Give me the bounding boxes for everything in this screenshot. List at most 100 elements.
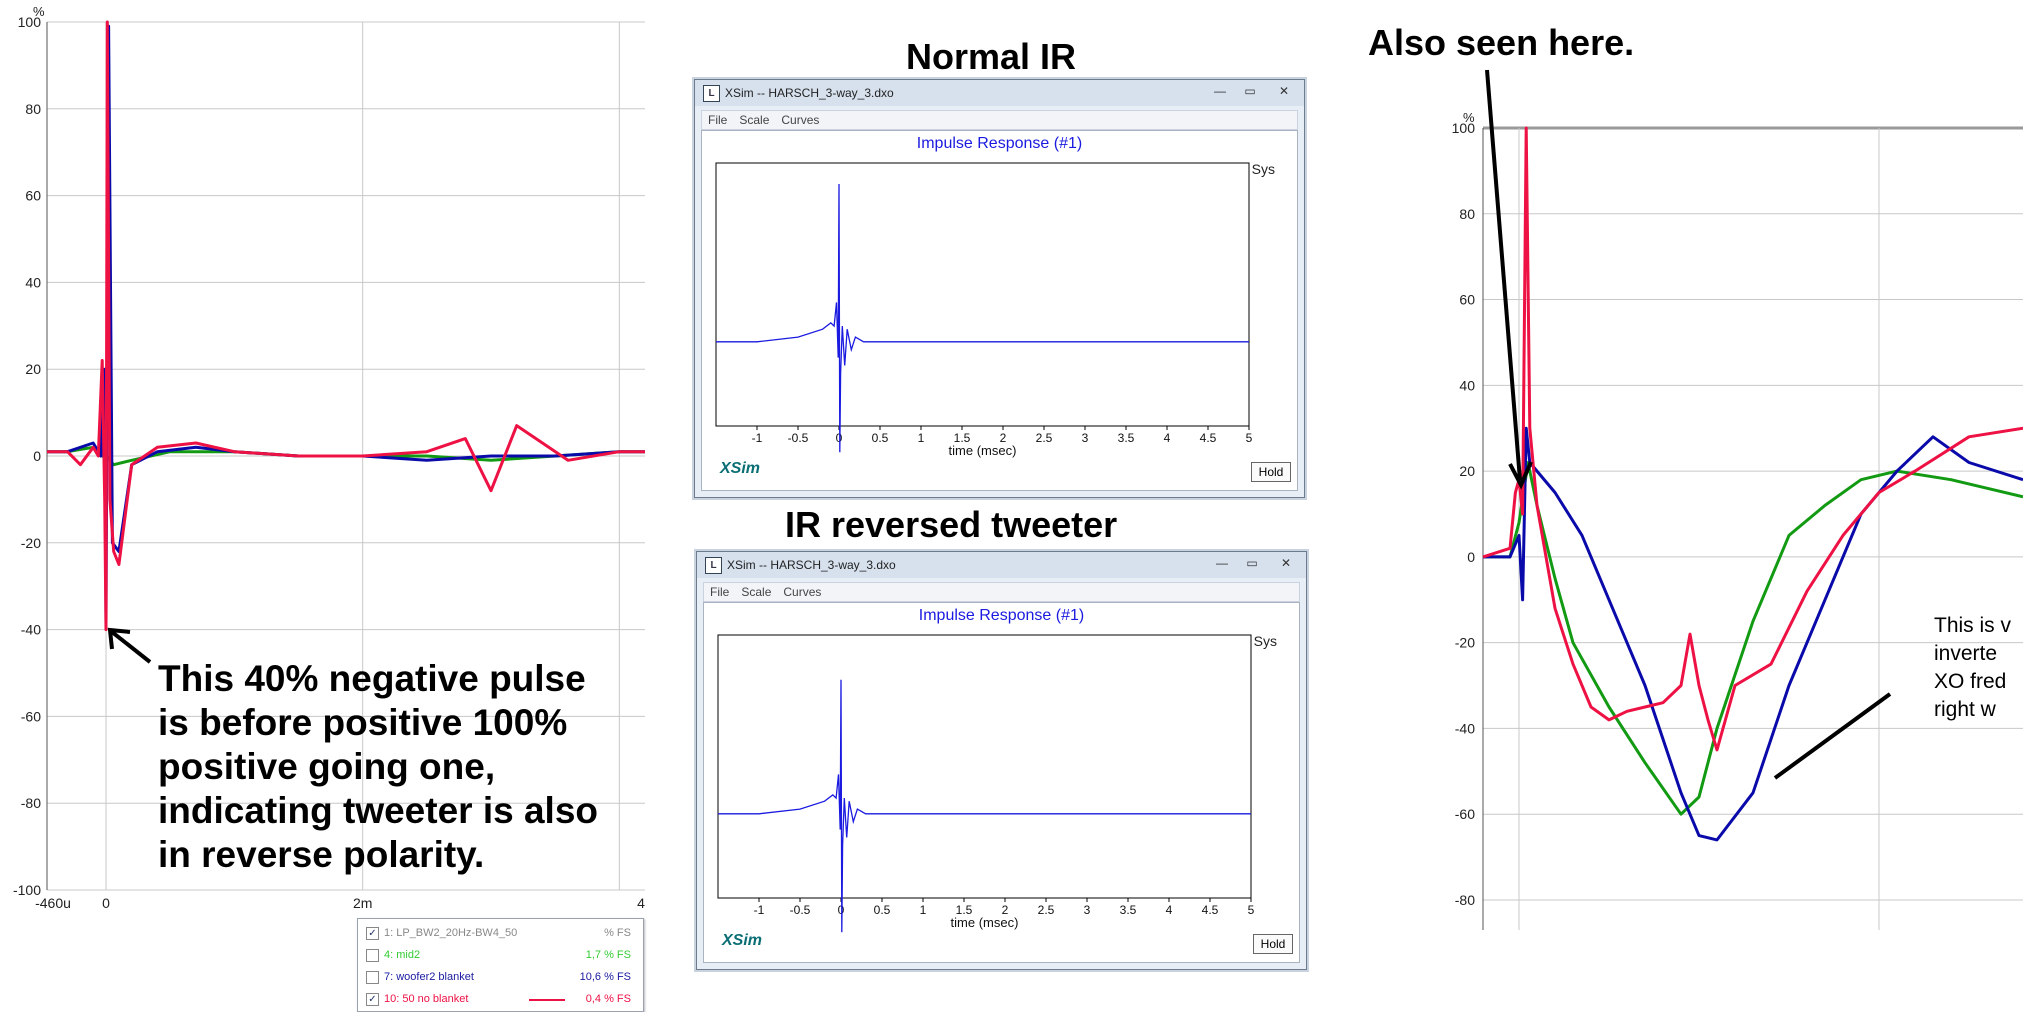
x-tick-label: -0.5	[790, 903, 811, 917]
legend-value: 1,7 % FS	[585, 949, 631, 961]
x-axis-label: time (msec)	[949, 443, 1017, 458]
left-annotation-line: positive going one,	[158, 746, 496, 787]
plot-area: Impulse Response (#1) Sys -1 -0.5 0 0.5 1 1.5…	[701, 130, 1298, 491]
minimize-icon[interactable]: —	[1216, 556, 1228, 570]
x-tick-label: -1	[752, 431, 763, 445]
menu-scale[interactable]: Scale	[739, 113, 770, 127]
plot-title: Impulse Response (#1)	[918, 607, 1085, 624]
legend-row[interactable]: 7: woofer2 blanket 10,6 % FS	[364, 968, 637, 986]
right-annotation-line: This is v	[1934, 614, 2012, 637]
left-annotation-line: This 40% negative pulse	[158, 658, 586, 699]
x-tick-label: 3	[1084, 903, 1091, 917]
x-tick-label: 2	[1000, 431, 1007, 445]
x-tick-label: 1	[918, 431, 925, 445]
xsim-window-normal[interactable]: L XSim -- HARSCH_3-way_3.dxo — ▭ ✕ File S…	[694, 79, 1305, 498]
title-bar[interactable]: L XSim -- HARSCH_3-way_3.dxo — ▭ ✕	[697, 552, 1306, 578]
legend-value: 10,6 % FS	[579, 971, 631, 983]
left-annotation-line: in reverse polarity.	[158, 834, 485, 875]
plot-frame	[715, 162, 1250, 427]
series-line-red	[1482, 126, 2023, 752]
close-icon[interactable]: ✕	[1280, 556, 1292, 570]
xsim-window-reversed[interactable]: L XSim -- HARSCH_3-way_3.dxo — ▭ ✕ File S…	[696, 551, 1307, 970]
menu-file[interactable]: File	[710, 585, 730, 599]
legend-checkbox[interactable]: ✓	[366, 927, 379, 940]
y-tick-label: -40	[1455, 720, 1475, 736]
legend-checkbox[interactable]	[366, 971, 379, 984]
plot-area: Impulse Response (#1) Sys -1 -0.5 0 0.5 1 1.5…	[703, 602, 1300, 963]
menu-curves[interactable]: Curves	[783, 585, 822, 599]
x-tick-label: 1	[920, 903, 927, 917]
legend-label: 10: 50 no blanket	[384, 993, 469, 1005]
x-axis-label: time (msec)	[951, 915, 1019, 930]
menu-scale[interactable]: Scale	[741, 585, 772, 599]
heading-ir-reversed: IR reversed tweeter	[785, 504, 1118, 545]
x-tick-label: 1.5	[954, 431, 971, 445]
y-tick-label: -20	[1455, 635, 1475, 651]
y-tick-label: 0	[1467, 549, 1475, 565]
y-tick-label: -80	[1455, 892, 1475, 908]
y-tick-label: 20	[25, 361, 41, 377]
close-icon[interactable]: ✕	[1278, 84, 1290, 98]
xsim-brand: XSim	[720, 460, 761, 477]
legend-value: 0,4 % FS	[585, 993, 631, 1005]
minimize-icon[interactable]: —	[1214, 84, 1226, 98]
x-tick-label: 3.5	[1120, 903, 1137, 917]
x-tick-label: 2	[1002, 903, 1009, 917]
right-annotation-line: XO fred	[1934, 670, 2007, 693]
series-line-sys	[718, 679, 1251, 933]
legend-row[interactable]: ✓ 10: 50 no blanket 0,4 % FS	[364, 990, 637, 1008]
y-tick-label: 0	[33, 448, 41, 464]
legend-checkbox[interactable]: ✓	[366, 993, 379, 1006]
x-tick-label: -0.5	[788, 431, 809, 445]
maximize-icon[interactable]: ▭	[1246, 556, 1258, 570]
left-annotation-line: is before positive 100%	[158, 702, 568, 743]
legend-row[interactable]: 4: mid2 1,7 % FS	[364, 946, 637, 964]
rew-chart-left: 100 80 60 40 20 0 -20 -40 -60 -80 -100% -460u 0 2m 4	[13, 4, 645, 911]
hold-button[interactable]: Hold	[1253, 934, 1293, 954]
plot-title: Impulse Response (#1)	[916, 135, 1083, 152]
y-tick-label: -20	[21, 535, 41, 551]
y-tick-label: 80	[25, 101, 41, 117]
app-icon: L	[705, 557, 722, 574]
y-tick-label: 60	[25, 188, 41, 204]
y-unit-label: %	[33, 4, 45, 19]
maximize-icon[interactable]: ▭	[1244, 84, 1256, 98]
right-annotation-line: right w	[1934, 698, 1996, 721]
x-tick-label: 4	[1164, 431, 1171, 445]
window-title: XSim -- HARSCH_3-way_3.dxo	[727, 558, 896, 572]
x-tick-label: -1	[754, 903, 765, 917]
y-tick-label: 40	[1459, 377, 1475, 393]
y-tick-label: -60	[21, 708, 41, 724]
y-tick-label: 60	[1459, 292, 1475, 308]
x-tick-label: 5	[1246, 431, 1253, 445]
x-tick-label: 2.5	[1036, 431, 1053, 445]
legend-label: 7: woofer2 blanket	[384, 971, 474, 983]
legend-sys: Sys	[1238, 161, 1275, 177]
y-tick-label: 100	[18, 14, 42, 30]
series-line-sys	[716, 183, 1249, 453]
x-tick-label: 4	[637, 895, 645, 911]
menu-bar: File Scale Curves	[703, 582, 1300, 602]
legend-checkbox[interactable]	[366, 949, 379, 962]
menu-file[interactable]: File	[708, 113, 728, 127]
title-bar[interactable]: L XSim -- HARSCH_3-way_3.dxo — ▭ ✕	[695, 80, 1304, 106]
hold-button[interactable]: Hold	[1251, 462, 1291, 482]
legend-sys: Sys	[1240, 633, 1277, 649]
menu-bar: File Scale Curves	[701, 110, 1298, 130]
x-tick-label: 0.5	[874, 903, 891, 917]
window-title: XSim -- HARSCH_3-way_3.dxo	[725, 86, 894, 100]
menu-curves[interactable]: Curves	[781, 113, 820, 127]
y-tick-label: 80	[1459, 206, 1475, 222]
xsim-brand: XSim	[722, 932, 763, 949]
legend-panel: ✓ 1: LP_BW2_20Hz-BW4_50 % FS 4: mid2 1,7…	[357, 918, 644, 1012]
legend-label: 4: mid2	[384, 949, 421, 961]
x-tick-label: 2.5	[1038, 903, 1055, 917]
y-tick-label: -80	[21, 795, 41, 811]
left-annotation-line: indicating tweeter is also	[158, 790, 599, 831]
y-tick-label: -60	[1455, 806, 1475, 822]
x-tick-label: 5	[1248, 903, 1255, 917]
legend-row[interactable]: ✓ 1: LP_BW2_20Hz-BW4_50 % FS	[364, 924, 637, 942]
